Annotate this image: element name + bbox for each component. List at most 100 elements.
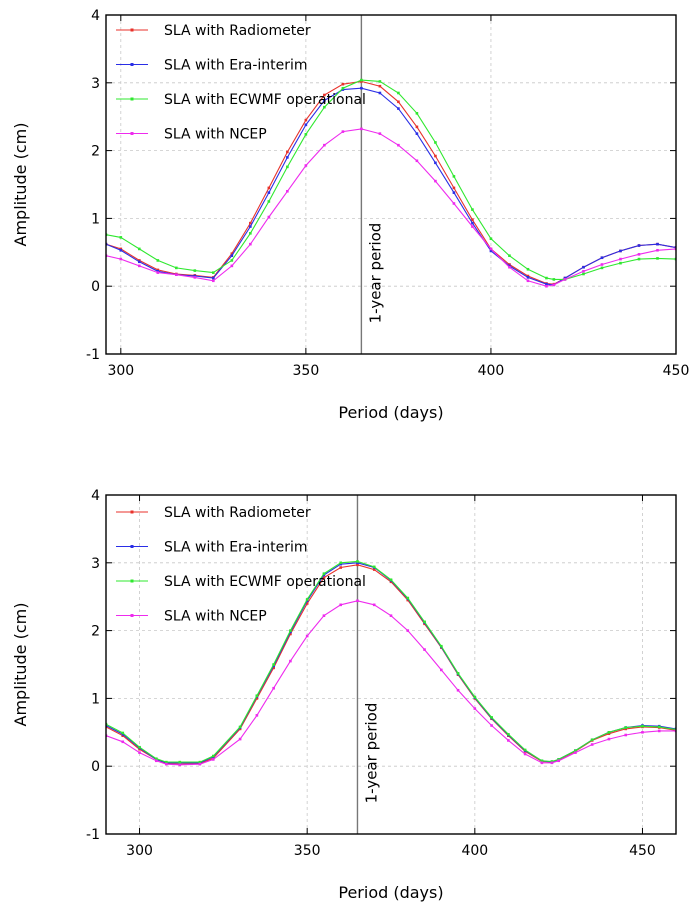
series-point	[590, 743, 594, 746]
legend: SLA with Radiometer SLA with Era-interim S…	[116, 23, 366, 143]
series-point	[563, 278, 567, 281]
y-tick-label: 0	[91, 279, 100, 295]
series-point	[360, 127, 363, 131]
series-point	[397, 107, 400, 110]
series-group	[106, 560, 676, 767]
bottom-chart: 300 350 400 450 -1 0 1 2 3 4 Period (days) Amplitud…	[11, 488, 677, 902]
series-point	[238, 737, 242, 741]
series-point	[540, 761, 544, 765]
series-point	[434, 161, 437, 165]
series-point	[415, 125, 419, 129]
y-axis-title: Amplitude (cm)	[11, 123, 30, 247]
plot-frame	[105, 494, 677, 835]
x-tick-label: 400	[478, 363, 505, 379]
series-point	[473, 695, 477, 699]
series-line-0	[106, 80, 676, 285]
series-point	[156, 269, 160, 273]
series-point	[423, 648, 426, 651]
series-point	[255, 697, 259, 700]
series-point	[490, 716, 493, 719]
series-line-1	[106, 87, 676, 286]
series-point	[138, 264, 141, 268]
series-point	[406, 598, 410, 602]
series-point	[526, 267, 530, 271]
series-point	[255, 714, 259, 717]
series-point	[523, 748, 527, 752]
series-point	[389, 614, 393, 617]
series-point	[286, 189, 289, 193]
series-point	[439, 668, 443, 672]
series-point	[557, 758, 560, 761]
series-point	[415, 159, 419, 163]
series-point	[600, 266, 604, 270]
series-point	[154, 757, 158, 761]
series-point	[372, 568, 376, 571]
series-point	[545, 276, 548, 280]
series-point	[322, 576, 326, 580]
series-point	[339, 562, 343, 566]
x-tick-label: 450	[629, 843, 656, 859]
series-point	[490, 724, 493, 727]
series-point	[323, 105, 326, 109]
series-point	[550, 760, 554, 763]
y-tick-label: 0	[91, 759, 100, 775]
series-point	[406, 596, 410, 600]
series-point	[305, 602, 309, 605]
series-point	[341, 86, 345, 90]
series-point	[305, 634, 309, 638]
legend-swatch-marker	[130, 510, 134, 514]
series-point	[641, 731, 644, 734]
series-point	[508, 265, 511, 269]
series-point	[156, 259, 160, 262]
y-tick-label: 3	[91, 76, 100, 92]
top-chart: 300 350 400 450 -1 0 1 2 3 4 Period (days) Amplitud…	[11, 8, 689, 422]
legend-swatch-marker	[130, 614, 134, 617]
series-point	[339, 566, 343, 569]
series-point	[452, 186, 456, 190]
series-point	[508, 264, 511, 268]
series-point	[156, 268, 160, 272]
legend-label: SLA with Radiometer	[164, 505, 311, 521]
y-tick-label: 4	[91, 8, 100, 24]
series-point	[121, 731, 125, 735]
series-point	[489, 249, 493, 253]
series-point	[452, 191, 456, 194]
series-point	[272, 686, 275, 690]
x-tick-label: 450	[663, 363, 690, 379]
legend-label: SLA with ECWMF operational	[164, 574, 366, 590]
series-point	[238, 727, 242, 731]
series-point	[523, 752, 527, 756]
series-point	[423, 622, 426, 626]
series-point	[165, 762, 168, 766]
series-point	[119, 236, 123, 239]
series-point	[230, 264, 234, 268]
series-point	[434, 179, 437, 183]
series-point	[656, 242, 659, 246]
series-point	[526, 279, 530, 283]
series-point	[372, 603, 376, 607]
x-tick-label: 300	[126, 843, 153, 859]
y-tick-label: -1	[86, 347, 100, 363]
series-point	[267, 186, 271, 190]
series-point	[360, 78, 363, 82]
series-point	[637, 244, 641, 247]
one-year-period-label: 1-year period	[362, 703, 380, 804]
series-point	[323, 99, 326, 102]
series-point	[526, 276, 530, 279]
series-point	[489, 237, 493, 241]
y-tick-label: 1	[91, 211, 100, 227]
series-group	[106, 78, 676, 288]
series-point	[545, 282, 548, 286]
series-point	[286, 165, 289, 169]
series-point	[178, 760, 182, 764]
series-point	[423, 620, 426, 624]
series-point	[415, 132, 419, 135]
series-point	[212, 279, 215, 283]
series-point	[641, 724, 644, 728]
series-point	[434, 141, 437, 144]
series-point	[574, 749, 577, 752]
series-point	[138, 260, 141, 264]
series-point	[624, 727, 628, 731]
series-point	[341, 88, 345, 91]
series-point	[154, 759, 158, 763]
